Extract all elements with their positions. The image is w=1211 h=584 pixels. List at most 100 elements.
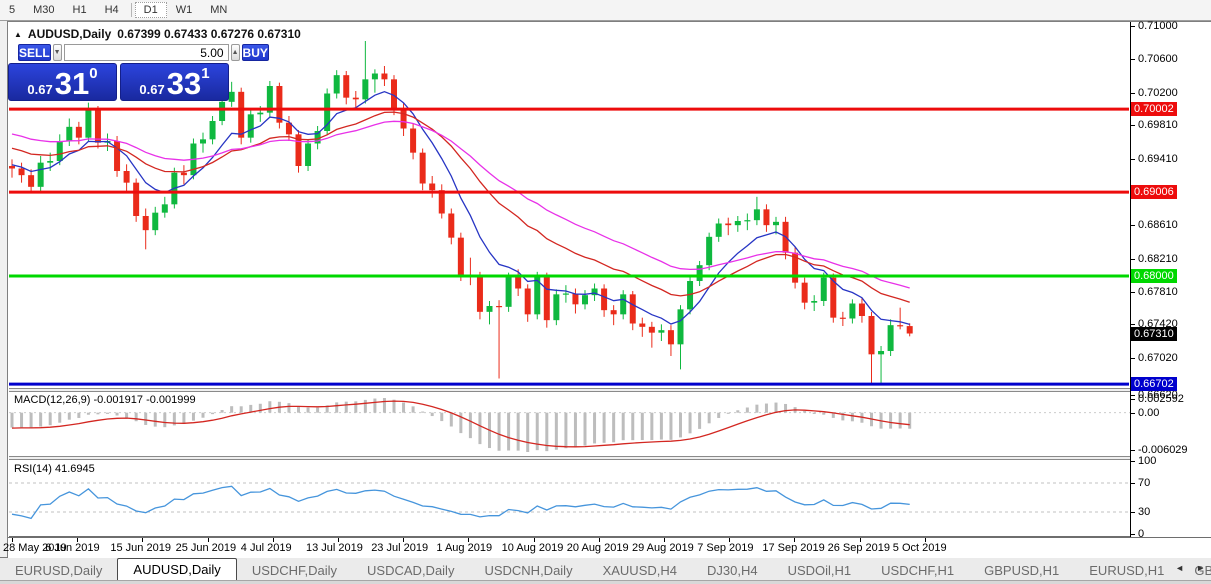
candle-body (582, 295, 588, 305)
date-tick-label: 25 Jun 2019 (175, 542, 237, 554)
candle-body (591, 288, 598, 296)
candle-body (400, 108, 407, 129)
timeframe-button-h1[interactable]: H1 (72, 4, 87, 16)
chart-tab-usdoil-h1[interactable]: USDOil,H1 (787, 563, 852, 578)
macd-axis-tick (1131, 399, 1135, 400)
candle-body (448, 213, 455, 238)
candle-body (56, 141, 63, 161)
chart-tab-gbpaud-h1[interactable]: GBPAUD,H1 (1194, 563, 1211, 578)
buy-price-panel[interactable]: 0.67 33 1 (120, 63, 229, 101)
price-tick-mark (1131, 125, 1135, 127)
timeframe-button-mn[interactable]: MN (210, 4, 228, 16)
level-price-label: 0.68000 (1131, 269, 1177, 283)
date-tick-label: 4 Jul 2019 (240, 542, 292, 554)
candle-body (667, 330, 674, 345)
candle-body (639, 323, 646, 327)
date-tick-label: 20 Aug 2019 (566, 542, 629, 554)
candle-body (706, 236, 713, 266)
candle-body (534, 276, 541, 315)
price-tick-mark (1131, 258, 1135, 260)
timeframe-button-5[interactable]: 5 (9, 4, 16, 16)
candle-body (725, 223, 732, 226)
candle-body (687, 281, 694, 310)
buy-price-pips: 33 (166, 66, 202, 101)
chart-tab-eurusd-daily[interactable]: EURUSD,Daily (15, 563, 103, 578)
candle-body (763, 209, 770, 226)
chart-tab-audusd-daily[interactable]: AUDUSD,Daily (117, 558, 237, 581)
candle-body (505, 276, 512, 307)
tab-scroll-right-icon[interactable]: ► (1196, 563, 1205, 573)
volume-increase-button[interactable]: ▲ (230, 44, 240, 61)
price-axis[interactable]: 0.71000 0.70600 0.70200 0.69810 0.69410 0.686… (1130, 20, 1211, 540)
candle-body (219, 101, 226, 121)
rsi-line (11, 485, 910, 520)
current-price-label: 0.67310 (1131, 326, 1177, 341)
chart-tab-dj30-h4[interactable]: DJ30,H4 (707, 563, 758, 578)
rsi-axis-tick (1131, 461, 1135, 462)
candle-body (352, 97, 359, 100)
candle-body (9, 166, 15, 169)
date-tick-label: 6 Jun 2019 (45, 542, 100, 554)
chart-tab-usdcnh-daily[interactable]: USDCNH,Daily (484, 563, 573, 578)
date-tick-mark (338, 538, 339, 542)
chart-tab-gbpusd-h1[interactable]: GBPUSD,H1 (984, 563, 1060, 578)
price-tick-mark (1131, 324, 1135, 326)
collapse-triangle-icon[interactable]: ▲ (14, 29, 22, 39)
candle-body (391, 79, 397, 109)
macd-axis-label: 0.002592 (1138, 393, 1184, 405)
rsi-axis-tick (1131, 512, 1135, 514)
candle-body (419, 152, 426, 184)
main-chart-plot[interactable] (9, 22, 1130, 537)
timeframe-button-d1[interactable]: D1 (134, 2, 167, 18)
timeframe-button-w1[interactable]: W1 (175, 4, 193, 16)
sell-price-panel[interactable]: 0.67 31 0 (8, 63, 117, 101)
price-tick-mark (1131, 395, 1135, 396)
price-tick-mark (1131, 59, 1135, 61)
candle-body (266, 86, 273, 113)
candle-body (610, 310, 617, 315)
price-tick-mark (1131, 291, 1135, 293)
volume-decrease-button[interactable]: ▼ (52, 44, 62, 61)
candle-body (123, 171, 130, 183)
date-tick-mark (859, 538, 861, 542)
chart-tab-usdcad-daily[interactable]: USDCAD,Daily (367, 563, 455, 578)
chart-tab-xauusd-h4[interactable]: XAUUSD,H4 (602, 563, 677, 578)
candle-body (276, 86, 283, 123)
candle-body (753, 209, 760, 221)
chart-tab-eurusd-h1[interactable]: EURUSD,H1 (1089, 563, 1165, 578)
timeframe-button-h4[interactable]: H4 (104, 4, 119, 16)
candle-body (257, 112, 264, 115)
trade-widget-prices: 0.67 31 0 0.67 33 1 (8, 63, 229, 101)
candle-body (410, 128, 417, 153)
timeframe-button-m30[interactable]: M30 (33, 4, 55, 16)
candle-body (601, 288, 608, 311)
date-tick-label: 13 Jul 2019 (306, 542, 363, 554)
candle-body (114, 141, 121, 171)
date-tick-mark (272, 538, 274, 542)
candle-body (830, 277, 837, 318)
date-tick-mark (403, 538, 405, 542)
price-tick-label: 0.69810 (1138, 119, 1178, 132)
tab-scroll-left-icon[interactable]: ◄ (1175, 563, 1185, 573)
candle-body (696, 265, 703, 281)
candle-body (543, 276, 550, 321)
date-tick-label: 23 Jul 2019 (371, 542, 429, 554)
candle-body (648, 326, 655, 333)
chart-tab-usdchf-daily[interactable]: USDCHF,Daily (251, 563, 338, 578)
candle-body (85, 110, 92, 138)
date-tick-label: 29 Aug 2019 (632, 542, 694, 554)
date-axis[interactable]: 28 May 2019 6 Jun 2019 15 Jun 2019 25 Jun 2… (3, 537, 1211, 558)
buy-button[interactable]: BUY (241, 44, 269, 61)
date-tick-label: 5 Oct 2019 (892, 542, 947, 554)
candle-body (75, 126, 82, 138)
candle-body (314, 131, 321, 144)
candle-body (381, 73, 388, 80)
ma-slow-line (11, 120, 910, 289)
chart-tab-usdchf-h1[interactable]: USDCHF,H1 (881, 563, 955, 578)
volume-input[interactable] (63, 44, 229, 61)
candle-body (524, 288, 531, 315)
sell-button[interactable]: SELL (18, 44, 51, 61)
price-tick-label: 0.68210 (1138, 252, 1178, 265)
candle-body (18, 168, 25, 176)
timeframe-toolbar: 5 M30 H1 H4 D1 W1 MN (0, 0, 1211, 21)
